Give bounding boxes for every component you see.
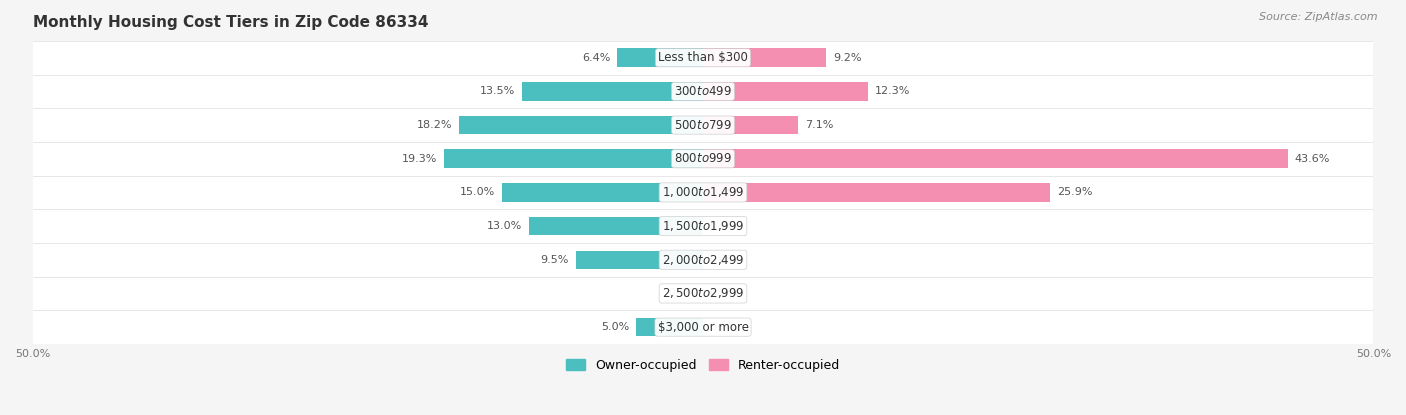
Text: 7.1%: 7.1% [804,120,834,130]
Text: 18.2%: 18.2% [416,120,453,130]
Text: $800 to $999: $800 to $999 [673,152,733,165]
Bar [32,75,1374,108]
Text: $1,500 to $1,999: $1,500 to $1,999 [662,219,744,233]
Bar [502,183,703,202]
Text: $3,000 or more: $3,000 or more [658,321,748,334]
Bar [703,116,799,134]
Bar [32,176,1374,209]
Bar [636,318,703,337]
Legend: Owner-occupied, Renter-occupied: Owner-occupied, Renter-occupied [561,354,845,377]
Bar [703,149,1288,168]
Text: $2,000 to $2,499: $2,000 to $2,499 [662,253,744,267]
Text: 9.5%: 9.5% [540,255,569,265]
Text: 19.3%: 19.3% [402,154,437,164]
Bar [444,149,703,168]
Bar [32,209,1374,243]
Bar [522,82,703,101]
Text: 0.0%: 0.0% [710,221,738,231]
Bar [703,183,1050,202]
Text: Monthly Housing Cost Tiers in Zip Code 86334: Monthly Housing Cost Tiers in Zip Code 8… [32,15,427,30]
Text: 6.4%: 6.4% [582,53,610,63]
Text: $2,500 to $2,999: $2,500 to $2,999 [662,286,744,300]
Text: $500 to $799: $500 to $799 [673,119,733,132]
Bar [32,108,1374,142]
Bar [703,82,868,101]
Text: 13.5%: 13.5% [479,86,515,96]
Text: 9.2%: 9.2% [832,53,862,63]
Bar [529,217,703,235]
Bar [458,116,703,134]
Text: 13.0%: 13.0% [486,221,522,231]
Text: 0.0%: 0.0% [710,288,738,298]
Bar [703,49,827,67]
Bar [32,41,1374,75]
Bar [32,277,1374,310]
Text: 25.9%: 25.9% [1057,188,1092,198]
Text: Less than $300: Less than $300 [658,51,748,64]
Text: 43.6%: 43.6% [1295,154,1330,164]
Text: $300 to $499: $300 to $499 [673,85,733,98]
Bar [32,310,1374,344]
Text: 0.0%: 0.0% [668,288,696,298]
Text: 0.0%: 0.0% [710,255,738,265]
Text: 5.0%: 5.0% [600,322,630,332]
Bar [617,49,703,67]
Text: Source: ZipAtlas.com: Source: ZipAtlas.com [1260,12,1378,22]
Bar [32,243,1374,277]
Bar [575,251,703,269]
Text: 15.0%: 15.0% [460,188,495,198]
Text: 0.0%: 0.0% [710,322,738,332]
Text: $1,000 to $1,499: $1,000 to $1,499 [662,186,744,200]
Text: 12.3%: 12.3% [875,86,910,96]
Bar [32,142,1374,176]
